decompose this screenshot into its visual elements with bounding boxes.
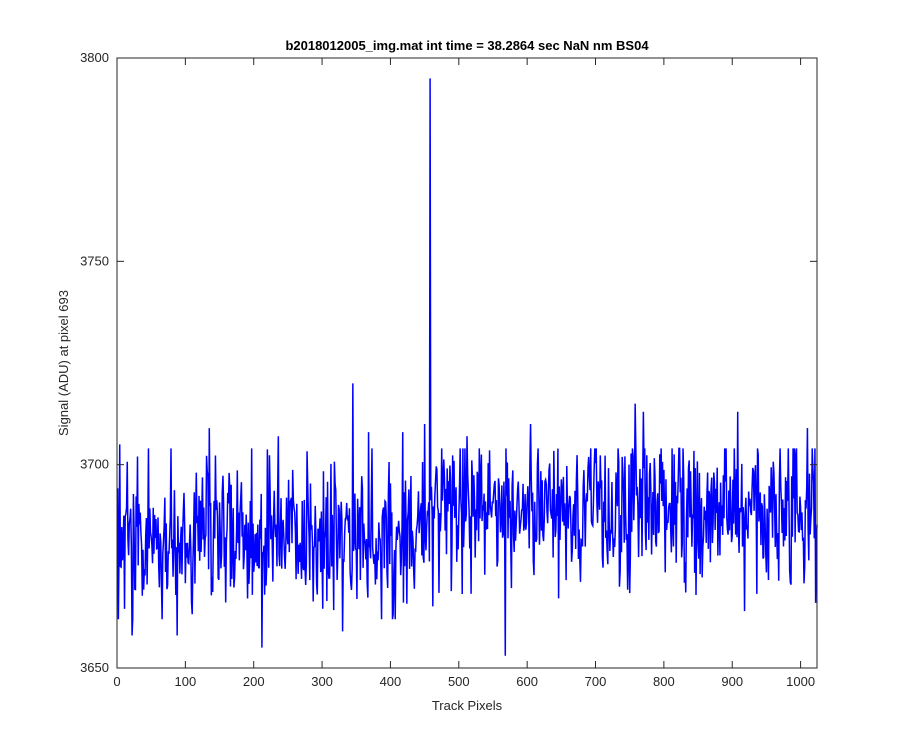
x-tick-label: 300 xyxy=(311,674,333,689)
series-line xyxy=(116,78,818,656)
x-tick-label: 900 xyxy=(721,674,743,689)
y-axis-label: Signal (ADU) at pixel 693 xyxy=(56,290,71,436)
chart-title: b2018012005_img.mat int time = 38.2864 s… xyxy=(285,38,649,53)
y-tick-label: 3750 xyxy=(80,253,109,268)
y-tick-label: 3800 xyxy=(80,50,109,65)
x-tick-label: 1000 xyxy=(786,674,815,689)
x-axis-label: Track Pixels xyxy=(432,698,503,713)
y-tick-label: 3650 xyxy=(80,660,109,675)
axes-box xyxy=(116,57,818,669)
x-tick-label: 500 xyxy=(448,674,470,689)
x-tick-label: 0 xyxy=(113,674,120,689)
x-tick-label: 600 xyxy=(516,674,538,689)
x-tick-label: 700 xyxy=(585,674,607,689)
x-tick-label: 400 xyxy=(380,674,402,689)
x-tick-label: 200 xyxy=(243,674,265,689)
x-tick-label: 100 xyxy=(175,674,197,689)
plot-area xyxy=(117,58,817,668)
y-tick-label: 3700 xyxy=(80,457,109,472)
x-tick-label: 800 xyxy=(653,674,675,689)
axes: 0 100 200 300 400 500 600 700 800 900 1000 3650 3700… xyxy=(80,50,818,689)
